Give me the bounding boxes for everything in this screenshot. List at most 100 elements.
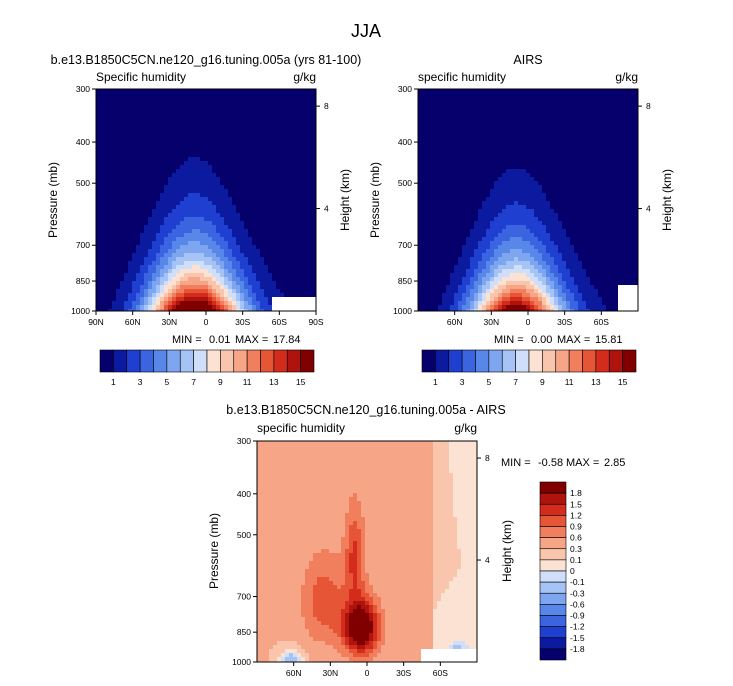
x-tick-label: 90N: [88, 317, 104, 327]
colorbar-box: [461, 349, 476, 373]
colorbar-box: [539, 570, 567, 583]
colorbar-label: 5: [487, 377, 492, 387]
colorbar-box: [421, 349, 436, 373]
colorbar-box: [539, 481, 567, 494]
y-tick-label: 400: [76, 137, 90, 147]
max-label: MAX =: [557, 334, 590, 346]
colorbar-box: [286, 349, 301, 373]
panel-title: b.e13.B1850C5CN.ne120_g16.tuning.005a - …: [226, 403, 505, 417]
x-tick-label: 30N: [323, 668, 339, 678]
colorbar-label: 3: [460, 377, 465, 387]
colorbar-box: [539, 637, 567, 650]
colorbar-box: [539, 615, 567, 627]
colorbar-label: 3: [138, 377, 143, 387]
colorbar-box: [166, 349, 181, 373]
x-tick-label: 90S: [308, 317, 323, 327]
colorbar-label: -0.3: [570, 588, 585, 598]
y-axis-right-label: Height (km): [660, 169, 674, 231]
colorbar-box: [233, 349, 248, 373]
y-axis-right-label: Height (km): [500, 520, 514, 582]
field-label: specific humidity: [257, 421, 345, 435]
colorbar-box: [539, 492, 567, 505]
colorbar-box: [113, 349, 128, 373]
max-value: 17.84: [273, 334, 301, 346]
units-label: g/kg: [293, 70, 316, 84]
colorbar-label: 1: [433, 377, 438, 387]
field-label: specific humidity: [418, 70, 506, 84]
colorbar-box: [153, 349, 168, 373]
y-tick-label: 1000: [232, 657, 251, 667]
y-axis-label: Pressure (mb): [207, 513, 221, 589]
colorbar-box: [539, 581, 567, 594]
panel-title: b.e13.B1850C5CN.ne120_g16.tuning.005a (y…: [51, 53, 362, 67]
y-tick-label: 500: [76, 178, 90, 188]
field-label: Specific humidity: [96, 70, 186, 84]
colorbar-label: 9: [218, 377, 223, 387]
contour-plot: 300 400 500 700 850 1000 8 4 90N 60N 30N 0 30S 60S 90S: [71, 84, 329, 327]
y-tick-label: 500: [398, 178, 412, 188]
y-tick-label: 1000: [71, 306, 90, 316]
colorbar-box: [126, 349, 141, 373]
colorbar-label: 7: [191, 377, 196, 387]
colorbar-label: -1.5: [570, 633, 585, 643]
panel-title: AIRS: [513, 53, 542, 67]
colorbar-label: -0.6: [570, 599, 585, 609]
colorbar-label: 13: [269, 377, 279, 387]
colorbar-box: [528, 349, 543, 373]
colorbar-box: [539, 503, 567, 516]
height-tick-label: 4: [646, 204, 651, 214]
colorbar-box: [193, 349, 208, 373]
colorbar-box: [139, 349, 154, 373]
y-axis-right-label: Height (km): [338, 169, 352, 231]
colorbar-label: 0.3: [570, 544, 582, 554]
y-tick-label: 300: [237, 436, 251, 446]
colorbar-box: [622, 349, 637, 373]
colorbar-box: [595, 349, 610, 373]
colorbar-box: [475, 349, 490, 373]
x-tick-label: 30N: [484, 317, 500, 327]
colorbar-box: [539, 526, 567, 538]
colorbar-label: 13: [591, 377, 601, 387]
min-label: MIN =: [172, 334, 202, 346]
height-tick-label: 8: [485, 453, 490, 463]
x-tick-label: 30S: [396, 668, 411, 678]
colorbar-box: [608, 349, 623, 373]
colorbar-label: 11: [565, 377, 574, 387]
colorbar-label: 1.8: [570, 488, 582, 498]
height-tick-label: 4: [485, 555, 490, 565]
height-tick-label: 8: [324, 101, 329, 111]
colorbar-box: [246, 349, 261, 373]
colorbar-label: 0.6: [570, 533, 582, 543]
colorbar-label: 11: [243, 377, 252, 387]
contour-plot: 300 400 500 700 850 1000 8 4 60N 30N 0 30S 60S: [232, 436, 490, 678]
colorbar-box: [435, 349, 450, 373]
colorbar: 1 3 5 7 9 11 13 15: [421, 349, 637, 387]
colorbar-label: 1.5: [570, 499, 582, 509]
height-tick-label: 8: [646, 101, 651, 111]
x-tick-label: 60N: [447, 317, 463, 327]
colorbar-box: [179, 349, 194, 373]
colorbar-box: [539, 626, 567, 639]
colorbar-box: [501, 349, 516, 373]
colorbar-label: 0: [570, 566, 575, 576]
colorbar-box: [206, 349, 221, 373]
colorbar-label: 7: [513, 377, 518, 387]
y-tick-label: 700: [237, 592, 251, 602]
y-tick-label: 1000: [393, 306, 412, 316]
min-value: 0.01: [209, 334, 230, 346]
colorbar-label: 1: [111, 377, 116, 387]
y-tick-label: 850: [398, 276, 412, 286]
colorbar-box: [539, 592, 567, 605]
colorbar-box: [260, 349, 275, 373]
y-tick-label: 700: [76, 240, 90, 250]
max-label: MAX =: [235, 334, 268, 346]
units-label: g/kg: [615, 70, 638, 84]
x-tick-label: 0: [365, 668, 370, 678]
x-tick-label: 60N: [286, 668, 302, 678]
colorbar-box: [542, 349, 557, 373]
colorbar-label: 0.1: [570, 555, 582, 565]
panel-airs: AIRS specific humidity g/kg 300400500700…: [368, 53, 674, 387]
colorbar-box: [99, 349, 114, 373]
colorbar-box: [539, 559, 567, 572]
x-tick-label: 0: [204, 317, 209, 327]
